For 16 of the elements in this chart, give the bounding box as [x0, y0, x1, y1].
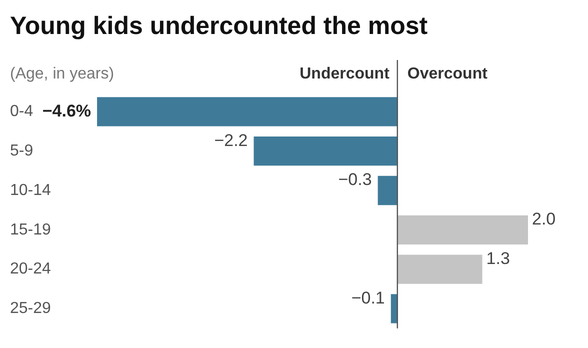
- y-tick-label: 0-4: [10, 103, 34, 120]
- y-tick-label: 20-24: [10, 260, 52, 278]
- data-label: 1.3: [486, 248, 510, 268]
- y-tick-label: 25-29: [10, 300, 52, 318]
- y-tick-label: 15-19: [10, 221, 52, 238]
- data-label: −2.2: [214, 130, 248, 150]
- annotation: (Age, in years): [10, 65, 114, 82]
- y-tick-label: 5-9: [10, 142, 34, 160]
- chart-title: Young kids undercounted the most: [10, 12, 429, 42]
- y-tick-label: 10-14: [10, 182, 52, 199]
- data-label: −0.3: [338, 170, 372, 190]
- annotation: Undercount: [300, 65, 390, 82]
- data-label: −4.6%: [42, 101, 92, 120]
- data-label: −0.1: [351, 288, 385, 308]
- data-label: 2.0: [532, 210, 556, 229]
- annotation: Overcount: [407, 65, 488, 82]
